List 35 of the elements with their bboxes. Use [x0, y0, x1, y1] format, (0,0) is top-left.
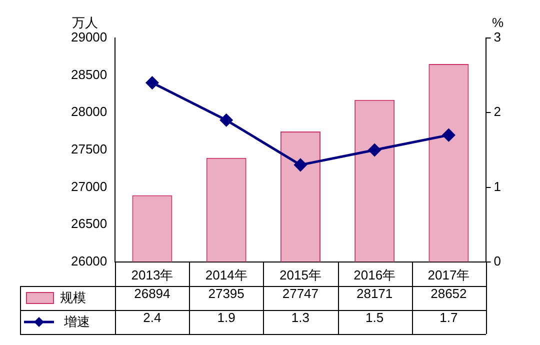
y-tick-label: 28000	[70, 104, 108, 120]
data-label: 1.9	[216, 310, 236, 327]
data-label: 27747	[281, 286, 320, 303]
data-label: 28171	[355, 286, 394, 303]
y2-tick-label: 2	[494, 104, 502, 120]
x-tick-label: 2015年	[280, 267, 322, 282]
y-tick-label: 28500	[70, 66, 108, 82]
data-label: 1.5	[364, 310, 385, 327]
data-label: 1.3	[290, 310, 310, 327]
x-tick-label: 2016年	[354, 267, 396, 282]
y-tick-label: 26000	[70, 254, 108, 269]
y-tick-label: 27000	[70, 178, 108, 194]
point	[442, 128, 455, 142]
y-tick-label: 29000	[70, 30, 108, 45]
point	[294, 158, 307, 172]
y2-tick-label: 3	[494, 30, 502, 45]
y2-tick-label: 1	[494, 178, 502, 194]
x-tick-label: 2013年	[131, 267, 174, 282]
legend-label: 规模	[60, 289, 86, 307]
data-label: 2.4	[142, 310, 162, 327]
point	[146, 76, 158, 90]
point	[220, 114, 233, 126]
point	[368, 144, 381, 156]
x-tick-label: 2017年	[428, 267, 470, 282]
data-label: 26894	[133, 286, 172, 303]
legend-label: 增速	[64, 313, 90, 331]
data-label: 1.7	[438, 310, 459, 327]
data-label: 27395	[207, 286, 246, 303]
y2-axis-title: %	[492, 15, 504, 30]
y-tick-label: 26500	[70, 216, 108, 232]
data-label: 28652	[430, 286, 468, 303]
y2-tick-label: 0	[494, 254, 502, 269]
x-tick-label: 2014年	[205, 267, 248, 282]
y-axis-title: 万人	[72, 15, 98, 30]
y-tick-label: 27500	[70, 142, 108, 157]
